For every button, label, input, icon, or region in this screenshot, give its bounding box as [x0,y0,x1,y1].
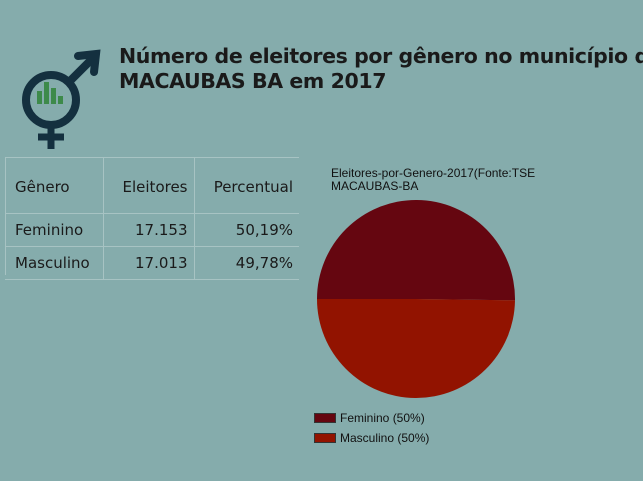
male-arrow-head [74,49,101,76]
legend-label-masculino: Masculino (50%) [340,431,430,445]
cell-percentual: 49,78% [193,246,299,280]
chart-title-line1: Eleitores-por-Genero-2017(Fonte:TSE [331,166,536,180]
logo-bar-1 [37,91,42,104]
cell-eleitores: 17.013 [102,246,194,280]
legend-label-feminino: Feminino (50%) [340,411,425,425]
cell-genero: Masculino [5,246,103,280]
legend-item-masculino: Masculino (50%) [314,428,429,448]
cell-eleitores: 17.153 [102,213,194,247]
header-percentual: Percentual [193,157,299,214]
table-row: Feminino 17.153 50,19% [5,213,299,247]
page-title-line2: MACAUBAS BA em 2017 [119,69,387,93]
logo-bar-3 [51,88,56,104]
table-row: Masculino 17.013 49,78% [5,246,299,280]
legend-swatch-feminino [314,413,336,423]
logo-bar-2 [44,82,49,104]
legend-swatch-masculino [314,433,336,443]
pie-chart [317,199,515,398]
chart-title: Eleitores-por-Genero-2017(Fonte:TSE MACA… [331,167,535,193]
page-title-line1: Número de eleitores por gênero no municí… [119,44,643,68]
voters-table: Gênero Eleitores Percentual Feminino 17.… [5,157,299,280]
table-header-row: Gênero Eleitores Percentual [5,157,299,214]
header-eleitores: Eleitores [102,157,194,214]
cell-percentual: 50,19% [193,213,299,247]
logo-bar-4 [58,96,63,104]
pie-slice-feminino [317,199,515,301]
chart-title-line2: MACAUBAS-BA [331,179,419,193]
male-arrow-shaft [65,53,98,86]
page-title: Número de eleitores por gênero no municí… [119,44,643,94]
header-genero: Gênero [5,157,103,214]
gender-chart-icon [22,49,101,149]
cell-genero: Feminino [5,213,103,247]
legend-item-feminino: Feminino (50%) [314,408,429,428]
chart-legend: Feminino (50%) Masculino (50%) [314,408,429,448]
pie-slice-masculino [317,299,515,398]
gender-circle [22,71,80,129]
